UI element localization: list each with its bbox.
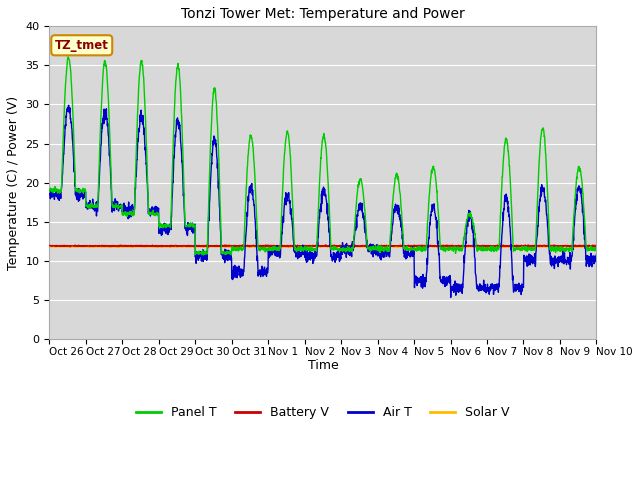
Solar V bbox=[593, 243, 600, 249]
Battery V bbox=[198, 243, 205, 249]
Battery V bbox=[351, 243, 358, 249]
Panel T bbox=[560, 247, 568, 253]
Air T bbox=[45, 191, 53, 196]
Battery V bbox=[45, 242, 53, 248]
Air T bbox=[339, 246, 347, 252]
Panel T bbox=[545, 212, 552, 218]
Line: Battery V: Battery V bbox=[49, 245, 596, 247]
Solar V bbox=[339, 244, 347, 250]
Y-axis label: Temperature (C) / Power (V): Temperature (C) / Power (V) bbox=[7, 96, 20, 270]
Air T bbox=[198, 258, 206, 264]
Battery V bbox=[522, 242, 529, 248]
Air T bbox=[447, 295, 454, 300]
Solar V bbox=[560, 244, 568, 250]
Air T bbox=[545, 243, 552, 249]
Battery V bbox=[339, 243, 347, 249]
Panel T bbox=[45, 188, 53, 193]
Panel T bbox=[339, 245, 347, 251]
Panel T bbox=[483, 246, 490, 252]
Panel T bbox=[593, 247, 600, 252]
Battery V bbox=[545, 243, 552, 249]
Air T bbox=[593, 252, 600, 257]
Solar V bbox=[351, 244, 358, 250]
Solar V bbox=[198, 244, 205, 250]
Legend: Panel T, Battery V, Air T, Solar V: Panel T, Battery V, Air T, Solar V bbox=[131, 401, 515, 424]
Battery V bbox=[258, 244, 266, 250]
Battery V bbox=[482, 243, 490, 249]
Panel T bbox=[200, 252, 207, 258]
Solar V bbox=[225, 245, 233, 251]
Battery V bbox=[593, 243, 600, 249]
Line: Solar V: Solar V bbox=[49, 246, 596, 248]
Solar V bbox=[425, 243, 433, 249]
Title: Tonzi Tower Met: Temperature and Power: Tonzi Tower Met: Temperature and Power bbox=[181, 7, 465, 21]
X-axis label: Time: Time bbox=[307, 360, 339, 372]
Air T bbox=[351, 230, 358, 236]
Air T bbox=[560, 260, 568, 265]
Line: Air T: Air T bbox=[49, 105, 596, 298]
Solar V bbox=[483, 244, 490, 250]
Line: Panel T: Panel T bbox=[49, 57, 596, 255]
Text: TZ_tmet: TZ_tmet bbox=[55, 39, 109, 52]
Panel T bbox=[351, 220, 359, 226]
Air T bbox=[65, 102, 72, 108]
Panel T bbox=[198, 249, 206, 255]
Air T bbox=[483, 290, 490, 296]
Battery V bbox=[560, 243, 568, 249]
Panel T bbox=[64, 54, 72, 60]
Solar V bbox=[545, 244, 552, 250]
Solar V bbox=[45, 244, 53, 250]
